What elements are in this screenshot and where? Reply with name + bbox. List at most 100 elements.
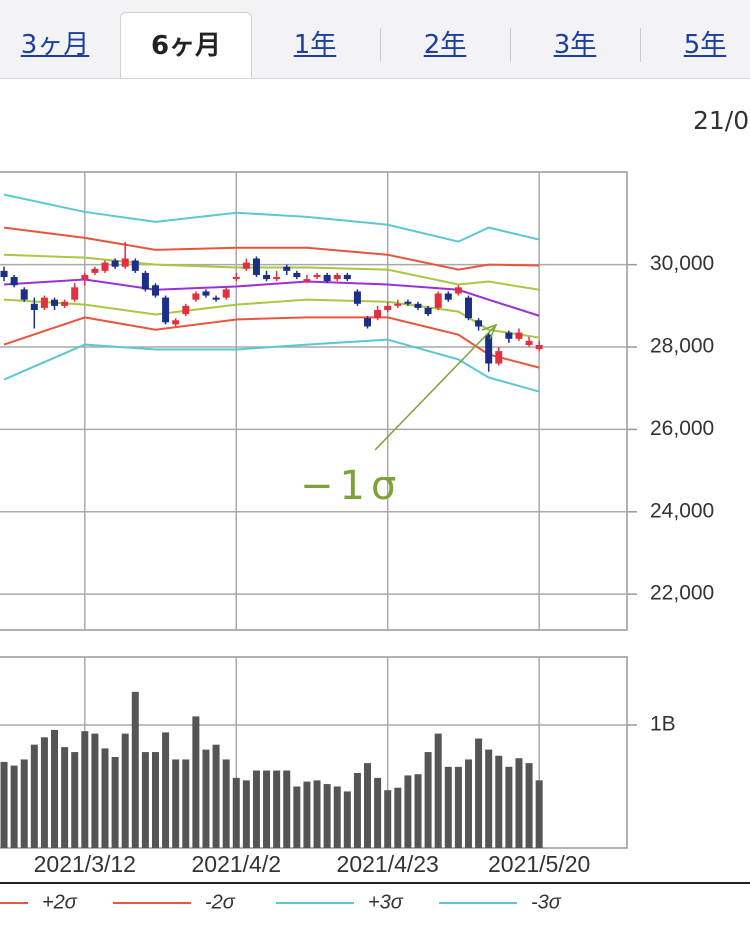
volume-bar <box>10 765 18 848</box>
tab-separator <box>380 28 381 62</box>
candle-body <box>525 340 533 345</box>
volume-bar <box>273 770 281 848</box>
volume-bar <box>162 732 170 848</box>
candle-body <box>485 334 493 364</box>
candle-body <box>61 301 69 306</box>
candle-body <box>434 293 442 308</box>
volume-bar <box>303 781 311 848</box>
candle-body <box>515 332 523 339</box>
candle-body <box>162 297 170 323</box>
volume-bar <box>30 744 38 848</box>
legend-label: -3σ <box>531 891 562 913</box>
volume-bar <box>434 733 442 848</box>
volume-bar <box>20 759 28 848</box>
x-tick-label: 2021/4/2 <box>191 851 281 877</box>
volume-bar <box>182 759 190 848</box>
candle-body <box>91 268 99 273</box>
volume-bar <box>40 737 48 848</box>
candle-body <box>242 262 250 269</box>
volume-bar <box>0 761 8 848</box>
candle-body <box>212 297 220 300</box>
period-tab[interactable]: 3年 <box>553 30 597 60</box>
candle-body <box>384 305 392 310</box>
period-tab[interactable]: 6ヶ月 <box>120 12 252 78</box>
candle-body <box>0 270 8 278</box>
candle-body <box>121 258 129 267</box>
volume-bar <box>424 752 432 848</box>
candle-body <box>364 318 372 327</box>
volume-bar <box>454 766 462 848</box>
candle-body <box>414 303 422 308</box>
volume-bar <box>535 780 543 848</box>
volume-bar <box>525 763 533 848</box>
candle-body <box>535 344 543 350</box>
candle-body <box>232 277 240 280</box>
candle-body <box>495 351 503 364</box>
period-tab[interactable]: 2年 <box>423 30 467 60</box>
volume-bar <box>252 770 260 848</box>
volume-bar <box>51 729 59 848</box>
annotation: −1σ <box>300 463 402 509</box>
period-tab[interactable]: 1年 <box>293 30 337 60</box>
candle-body <box>101 262 109 271</box>
candle-body <box>333 274 341 280</box>
candle-body <box>51 299 59 306</box>
candle-body <box>252 258 260 275</box>
volume-bar <box>172 759 180 848</box>
volume-bar <box>485 749 493 848</box>
candle-body <box>394 303 402 306</box>
candle-body <box>71 287 79 300</box>
candle-body <box>273 277 281 280</box>
volume-bar <box>323 784 331 848</box>
volume-bar <box>101 748 109 848</box>
candle-body <box>343 274 351 280</box>
band-line <box>4 253 540 291</box>
period-tabs: 3ヶ月 6ヶ月 1年 2年 3年 5年 <box>0 0 750 79</box>
candle-body <box>151 285 159 296</box>
volume-bar <box>141 752 149 848</box>
band-line <box>3 316 540 369</box>
y-tick-label: 26,000 <box>650 417 714 440</box>
volume-bar <box>111 756 119 848</box>
candle-body <box>424 307 432 315</box>
candle-body <box>30 303 38 310</box>
volume-bar <box>343 791 351 848</box>
candle-body <box>81 274 89 280</box>
period-tab[interactable]: 3ヶ月 <box>20 30 90 60</box>
volume-bar <box>121 733 129 848</box>
band-line <box>3 193 540 243</box>
candle-body <box>182 305 190 315</box>
plot-frame <box>0 656 628 849</box>
candle-body <box>404 301 412 304</box>
volume-bar <box>91 733 99 848</box>
volume-bar <box>212 744 220 848</box>
candle-body <box>505 332 513 339</box>
candle-body <box>111 260 119 267</box>
volume-bar <box>464 759 472 848</box>
candle-body <box>313 274 321 278</box>
candle-body <box>323 274 331 282</box>
volume-bar <box>505 766 513 848</box>
volume-bar <box>202 749 210 848</box>
volume-bar <box>444 766 452 848</box>
band-line <box>3 226 540 271</box>
candle-body <box>172 320 180 325</box>
legend-label: -2σ <box>205 891 236 913</box>
volume-bar <box>242 780 250 848</box>
candle-body <box>202 291 210 296</box>
volume-bar <box>71 752 79 848</box>
period-tab[interactable]: 5年 <box>683 30 727 60</box>
candle-body <box>475 320 483 327</box>
candle-body <box>444 293 452 300</box>
volume-bar <box>374 777 382 848</box>
candle-body <box>20 289 28 300</box>
candle-body <box>374 309 382 319</box>
candle-body <box>353 291 361 304</box>
candle-body <box>192 293 200 300</box>
volume-bar <box>404 775 412 848</box>
candle-body <box>222 289 230 298</box>
volume-bar <box>61 747 69 848</box>
volume-bar <box>283 770 291 848</box>
tab-separator <box>510 28 511 62</box>
